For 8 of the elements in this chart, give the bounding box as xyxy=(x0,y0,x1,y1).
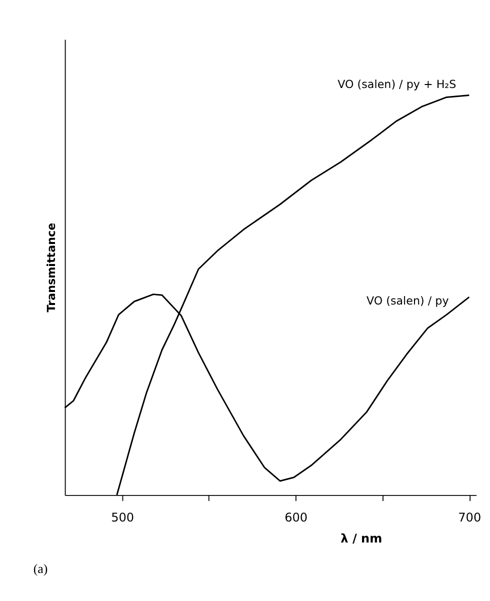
series-label: VO (salen) / py + H₂S xyxy=(338,78,456,91)
x-tick-label: 700 xyxy=(458,510,482,524)
text: (a) xyxy=(33,560,48,576)
x-tick-label: 600 xyxy=(284,510,308,524)
x-axis-title: λ / nm xyxy=(340,532,382,546)
series-label: VO (salen) / py xyxy=(366,294,450,308)
x-tick-label: 500 xyxy=(111,510,134,524)
y-axis-title: Transmittance xyxy=(45,222,58,312)
